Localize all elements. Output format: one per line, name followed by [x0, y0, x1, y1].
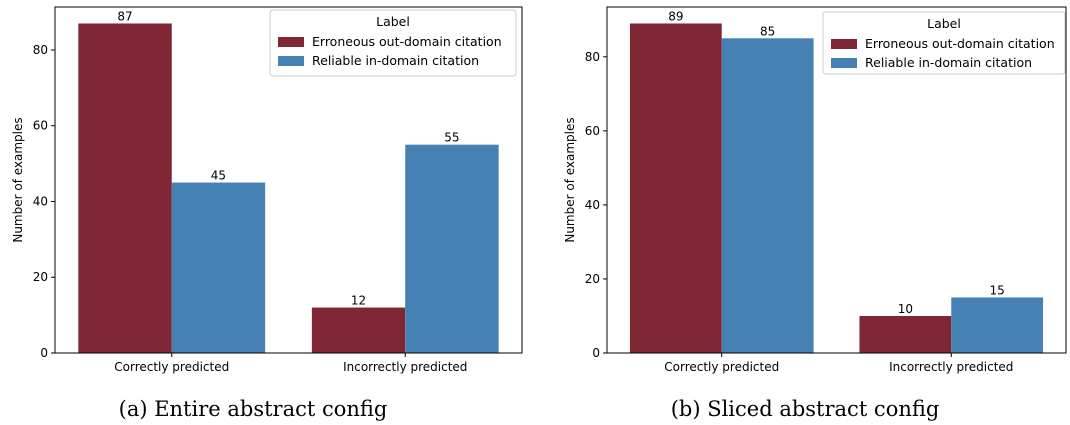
figure-caption: (b) Sliced abstract config: [671, 397, 940, 421]
bar: [721, 38, 814, 353]
bar: [171, 182, 266, 353]
y-tick-label: 40: [33, 194, 48, 208]
data-label: 89: [668, 9, 683, 23]
legend-swatch: [278, 56, 304, 66]
legend-entry: Erroneous out-domain citation: [312, 34, 502, 49]
legend-box: [822, 11, 1066, 75]
legend-title: Label: [927, 16, 961, 31]
legend-entry: Erroneous out-domain citation: [865, 36, 1055, 51]
legend-entry: Reliable in-domain citation: [865, 55, 1032, 70]
legend-swatch: [831, 39, 857, 49]
y-tick-label: 80: [33, 43, 48, 57]
figure-caption: (a) Entire abstract config: [119, 397, 388, 421]
y-tick-label: 0: [592, 346, 600, 360]
data-label: 15: [990, 283, 1005, 297]
y-axis-label: Number of examples: [563, 117, 577, 242]
y-tick-label: 60: [33, 119, 48, 133]
data-label: 55: [444, 131, 459, 145]
chart-a: 87 12 45 55 0 20 40 60 80 Correctly predicted Inco…: [11, 6, 523, 421]
x-tick-label: Correctly predicted: [114, 360, 229, 374]
y-tick-label: 60: [585, 124, 600, 138]
bar: [405, 144, 499, 353]
legend: Label Erroneous out-domain citation Reliab…: [269, 9, 517, 77]
plot-frame: [54, 6, 523, 354]
y-tick-label: 0: [40, 346, 48, 360]
legend-swatch: [278, 37, 304, 47]
legend-box: [269, 9, 517, 77]
bar: [951, 297, 1044, 353]
data-label: 85: [760, 24, 775, 38]
data-label: 10: [898, 302, 913, 316]
bar: [629, 23, 722, 353]
x-tick-label: Incorrectly predicted: [343, 360, 467, 374]
y-tick-label: 20: [585, 272, 600, 286]
x-tick-label: Correctly predicted: [664, 360, 779, 374]
bar: [78, 23, 172, 353]
y-tick-label: 20: [33, 270, 48, 284]
bar: [859, 315, 952, 353]
legend: Label Erroneous out-domain citation Reliab…: [822, 11, 1066, 75]
x-tick-label: Incorrectly predicted: [889, 360, 1013, 374]
y-tick-label: 40: [585, 198, 600, 212]
legend-title: Label: [376, 14, 410, 29]
y-tick-label: 80: [585, 50, 600, 64]
data-label: 12: [351, 294, 366, 308]
plot-frame: [606, 6, 1067, 354]
legend-swatch: [831, 58, 857, 68]
chart-b: 89 10 85 15 0 20 40 60 80 Correctly predicted Inco…: [563, 6, 1067, 421]
data-label: 87: [117, 9, 132, 23]
legend-entry: Reliable in-domain citation: [312, 53, 479, 68]
y-axis-label: Number of examples: [11, 117, 25, 242]
data-label: 45: [211, 169, 226, 183]
bar: [311, 307, 406, 353]
